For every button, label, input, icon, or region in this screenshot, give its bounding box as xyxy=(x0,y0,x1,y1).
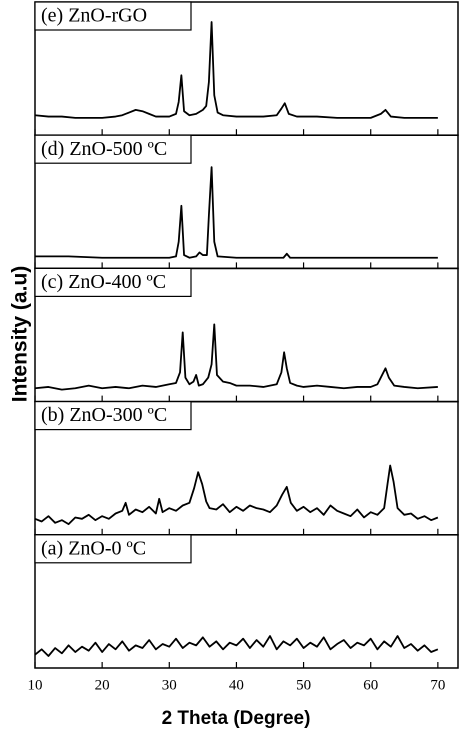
panel-frame xyxy=(34,534,459,669)
x-tick-label: 30 xyxy=(162,677,177,693)
xrd-line xyxy=(34,323,438,391)
x-tick-label: 50 xyxy=(296,677,311,693)
xrd-line xyxy=(34,21,438,119)
x-axis-label: 2 Theta (Degree) xyxy=(162,708,311,729)
x-tick-label: 10 xyxy=(28,677,43,693)
xrd-line xyxy=(34,464,439,526)
panel-label: (d) ZnO-500 ºC xyxy=(41,138,167,160)
x-tick-label: 60 xyxy=(363,677,378,693)
panel-label: (c) ZnO-400 ºC xyxy=(41,271,166,293)
panel-label-box xyxy=(34,267,192,297)
panel-label: (a) ZnO-0 ºC xyxy=(41,537,146,559)
panel-label-box xyxy=(34,1,192,31)
x-tick-label: 20 xyxy=(95,677,110,693)
xrd-line xyxy=(34,635,439,657)
panel-label: (b) ZnO-300 ºC xyxy=(41,404,167,426)
panel-label: (e) ZnO-rGO xyxy=(41,5,147,27)
x-tick-label: 70 xyxy=(430,677,445,693)
x-tick-label: 40 xyxy=(229,677,244,693)
panel-label-box xyxy=(34,534,192,564)
xrd-line xyxy=(35,166,438,259)
y-axis-label: Intensity (a.u) xyxy=(9,266,32,403)
panel-label-box xyxy=(34,134,192,164)
panel-label-box xyxy=(34,401,192,431)
